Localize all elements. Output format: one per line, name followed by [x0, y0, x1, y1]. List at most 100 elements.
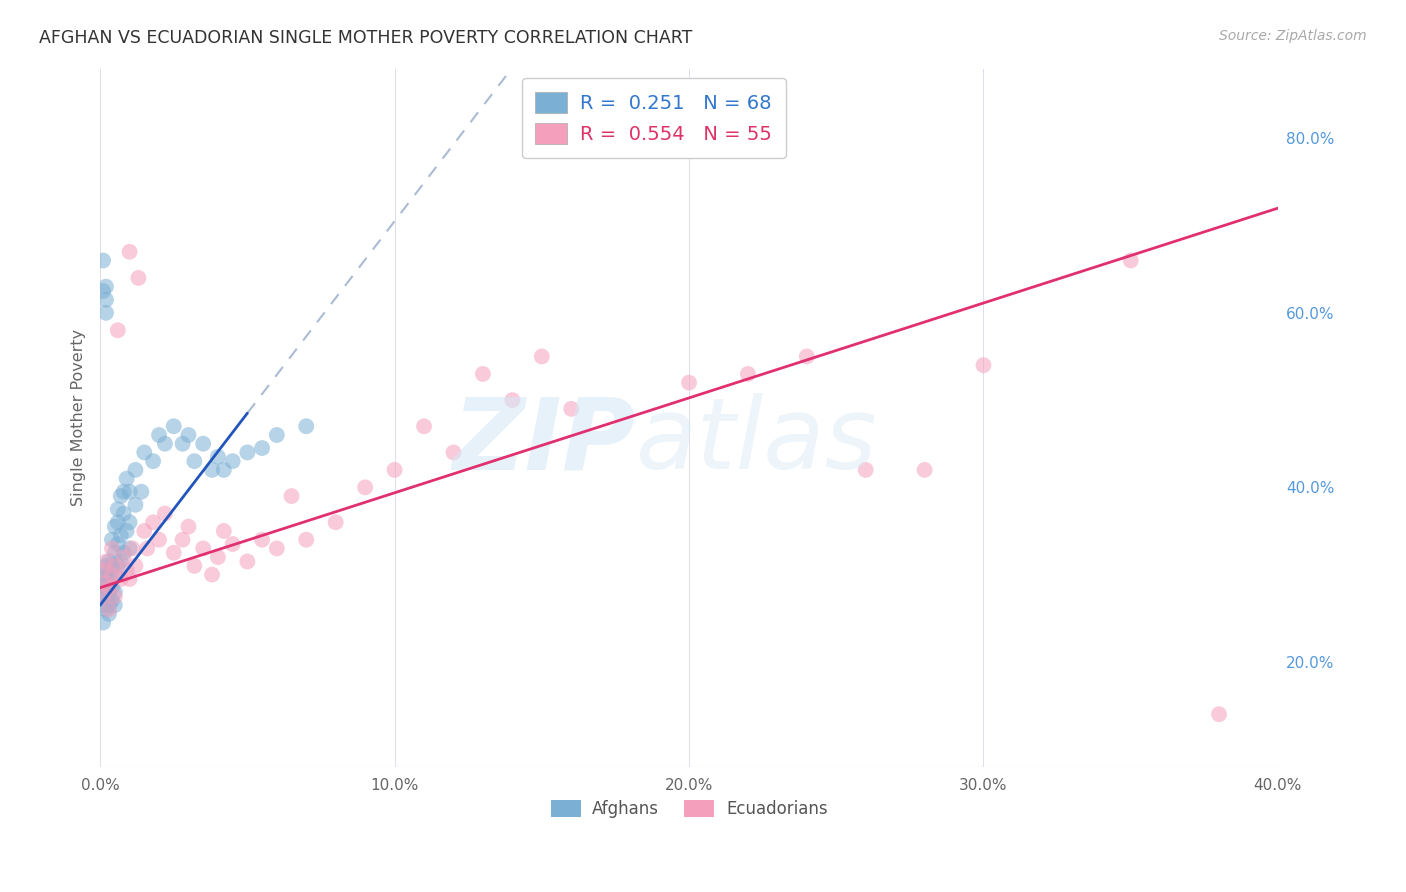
Point: [112, 484, 135, 499]
Point: [148, 533, 170, 547]
Point: [91, 615, 114, 630]
Point: [118, 515, 141, 529]
Point: [172, 436, 194, 450]
Point: [91, 585, 114, 599]
Point: [115, 563, 138, 577]
Point: [97, 585, 120, 599]
Point: [1208, 707, 1230, 722]
Point: [91, 598, 114, 612]
Point: [163, 546, 186, 560]
Point: [142, 454, 165, 468]
Point: [97, 567, 120, 582]
Point: [142, 515, 165, 529]
Point: [134, 445, 156, 459]
Point: [250, 441, 273, 455]
Text: atlas: atlas: [636, 393, 877, 491]
Point: [193, 436, 215, 450]
Point: [118, 484, 141, 499]
Point: [118, 244, 141, 259]
Point: [91, 563, 114, 577]
Point: [207, 550, 229, 565]
Point: [183, 454, 205, 468]
Point: [354, 480, 377, 494]
Point: [104, 598, 127, 612]
Point: [104, 558, 127, 573]
Point: [136, 541, 159, 556]
Point: [212, 463, 235, 477]
Point: [1119, 253, 1142, 268]
Point: [101, 533, 124, 547]
Point: [236, 445, 259, 459]
Point: [124, 558, 146, 573]
Point: [94, 554, 117, 568]
Point: [97, 607, 120, 621]
Point: [172, 533, 194, 547]
Point: [384, 463, 406, 477]
Point: [97, 602, 120, 616]
Point: [97, 598, 120, 612]
Point: [131, 484, 153, 499]
Point: [325, 515, 347, 529]
Point: [972, 358, 994, 372]
Point: [94, 563, 117, 577]
Point: [104, 546, 127, 560]
Point: [124, 498, 146, 512]
Point: [280, 489, 302, 503]
Point: [207, 450, 229, 464]
Point: [183, 558, 205, 573]
Point: [110, 572, 132, 586]
Point: [855, 463, 877, 477]
Point: [193, 541, 215, 556]
Point: [134, 524, 156, 538]
Point: [101, 541, 124, 556]
Point: [91, 590, 114, 604]
Point: [112, 550, 135, 565]
Point: [201, 463, 224, 477]
Point: [266, 541, 288, 556]
Text: Source: ZipAtlas.com: Source: ZipAtlas.com: [1219, 29, 1367, 43]
Point: [94, 576, 117, 591]
Point: [97, 581, 120, 595]
Point: [678, 376, 700, 390]
Point: [443, 445, 465, 459]
Point: [91, 284, 114, 298]
Point: [91, 253, 114, 268]
Point: [94, 279, 117, 293]
Point: [121, 541, 143, 556]
Point: [148, 428, 170, 442]
Point: [91, 572, 114, 586]
Point: [153, 436, 176, 450]
Point: [177, 428, 200, 442]
Point: [560, 401, 582, 416]
Point: [110, 554, 132, 568]
Point: [107, 502, 129, 516]
Point: [471, 367, 494, 381]
Point: [101, 558, 124, 573]
Point: [107, 558, 129, 573]
Point: [97, 554, 120, 568]
Point: [104, 585, 127, 599]
Point: [250, 533, 273, 547]
Point: [118, 572, 141, 586]
Point: [94, 558, 117, 573]
Point: [94, 306, 117, 320]
Point: [107, 323, 129, 337]
Point: [115, 524, 138, 538]
Point: [110, 489, 132, 503]
Point: [94, 576, 117, 591]
Point: [266, 428, 288, 442]
Text: AFGHAN VS ECUADORIAN SINGLE MOTHER POVERTY CORRELATION CHART: AFGHAN VS ECUADORIAN SINGLE MOTHER POVER…: [39, 29, 693, 46]
Point: [413, 419, 436, 434]
Point: [163, 419, 186, 434]
Point: [94, 581, 117, 595]
Point: [104, 567, 127, 582]
Point: [201, 567, 224, 582]
Point: [124, 463, 146, 477]
Point: [177, 519, 200, 533]
Point: [107, 515, 129, 529]
Point: [118, 541, 141, 556]
Point: [101, 581, 124, 595]
Point: [94, 602, 117, 616]
Point: [914, 463, 936, 477]
Point: [104, 519, 127, 533]
